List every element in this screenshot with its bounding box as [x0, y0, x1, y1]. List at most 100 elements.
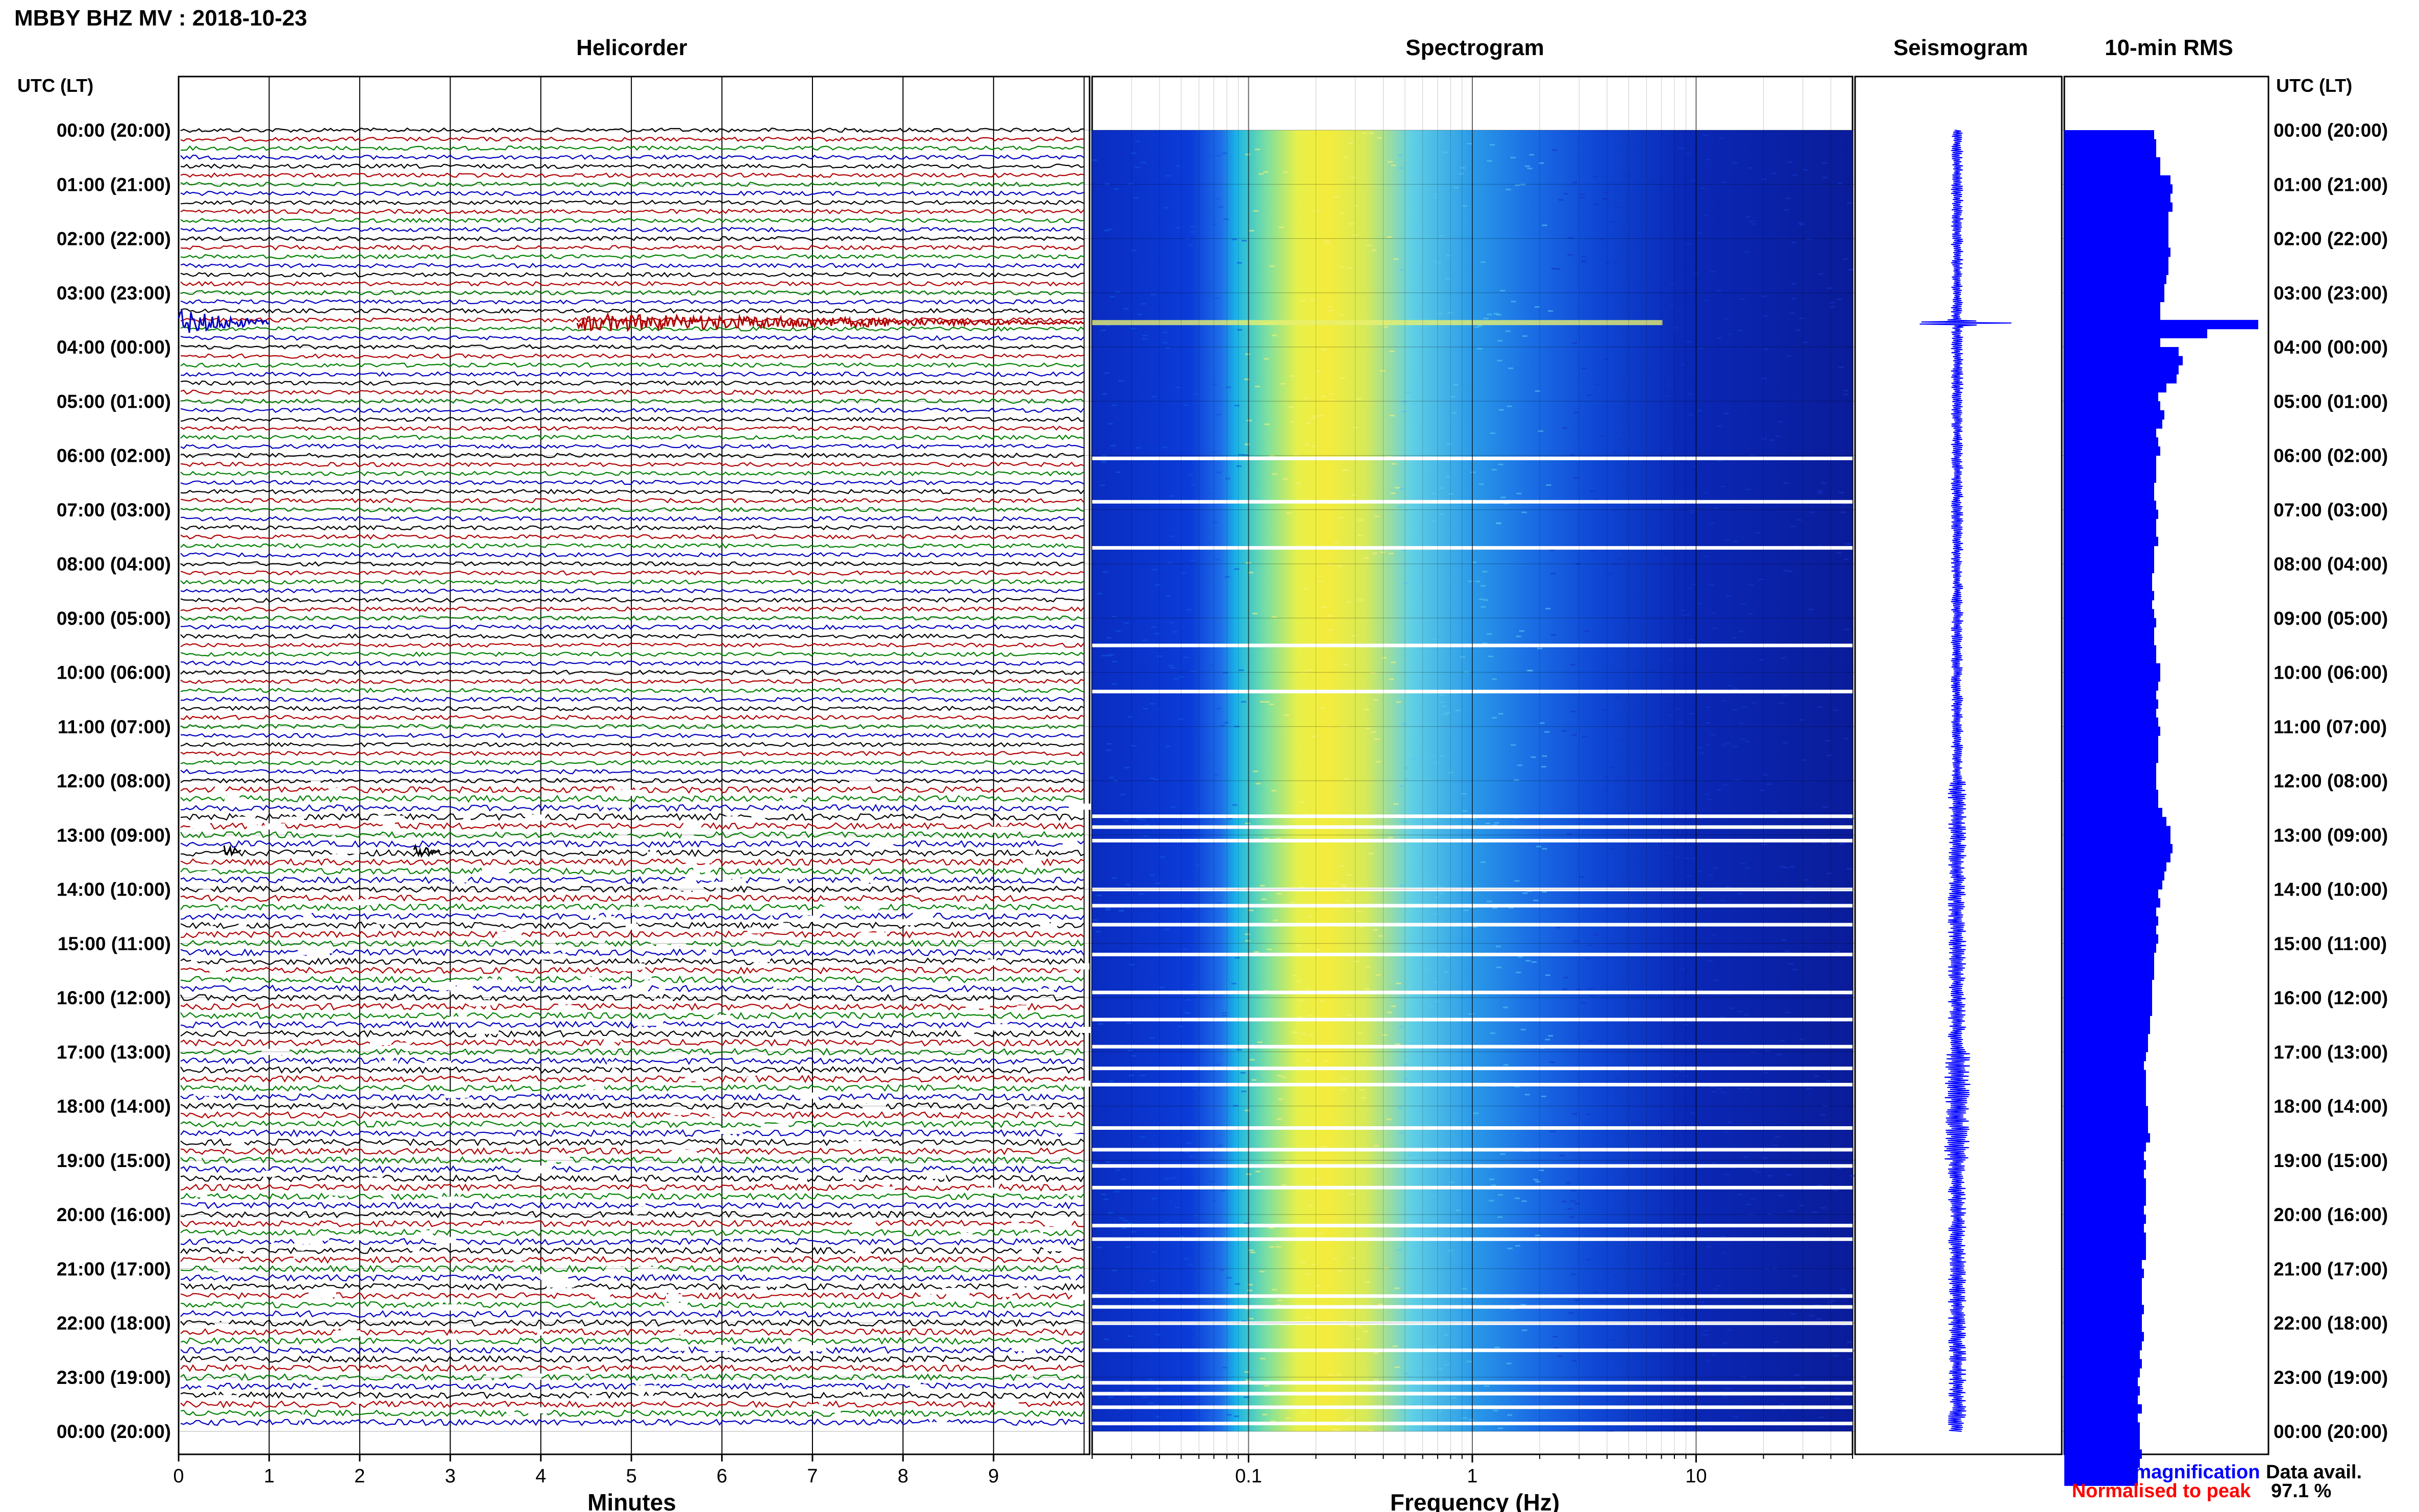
helicorder-gap [376, 918, 393, 925]
helicorder-gap [235, 816, 256, 823]
spectrogram-speck [1821, 482, 1826, 484]
spectrogram-speck [1697, 232, 1703, 234]
spectrogram-speck [1276, 1246, 1281, 1248]
spectrogram-speck [1592, 1291, 1598, 1293]
helicorder-gap [1022, 858, 1040, 865]
spectrogram-speck [1142, 639, 1148, 641]
spectrogram-speck [1403, 778, 1409, 780]
spectrogram-speck [1255, 1171, 1261, 1173]
spectrogram-speck [1165, 928, 1170, 930]
helicorder-gap [195, 1191, 208, 1198]
spectrogram-speck [1494, 1346, 1500, 1348]
helicorder-gap [622, 1117, 632, 1123]
helicorder-gap [355, 1397, 364, 1404]
helicorder-gap [581, 977, 600, 983]
helicorder-gap [745, 956, 771, 962]
spectrogram-speck [1290, 901, 1295, 903]
spectrogram-speck [1451, 412, 1457, 414]
helicorder-gap [920, 1294, 937, 1301]
spectrogram-speck [1827, 1302, 1833, 1304]
helicorder-gap [223, 1137, 244, 1144]
spectrogram-speck [1507, 405, 1512, 407]
spectrogram-speck [1703, 555, 1709, 557]
spectrogram-speck [1487, 160, 1492, 162]
rms-bar [2064, 880, 2162, 890]
spectrogram-speck [1650, 560, 1656, 562]
spectrogram-speck [1447, 312, 1453, 314]
rms-bar [2064, 1395, 2138, 1405]
spectrogram-speck [1344, 900, 1350, 902]
spectrogram-speck [1448, 772, 1453, 774]
spectrogram-speck [1578, 876, 1584, 878]
spectrogram-speck [1218, 206, 1223, 208]
helicorder-trace [180, 1111, 1084, 1120]
helicorder-tick-label: 3 [445, 1466, 456, 1487]
rms-bar [2064, 211, 2168, 221]
helicorder-gap [342, 1053, 356, 1059]
spectrogram-speck [1202, 809, 1208, 811]
helicorder-gap [677, 884, 704, 891]
spectrogram-speck [1640, 389, 1646, 391]
time-label-right: 04:00 (00:00) [2274, 337, 2388, 358]
spectrogram-speck [1700, 187, 1706, 189]
helicorder-gap [525, 814, 546, 821]
spectrogram-speck [1415, 223, 1420, 225]
spectrogram-speck [1246, 419, 1252, 422]
helicorder-gap [525, 1407, 550, 1414]
helicorder-trace [180, 876, 1084, 884]
helicorder-trace [180, 190, 1084, 196]
spectrogram-speck [1462, 1288, 1467, 1290]
spectrogram-speck [1391, 164, 1396, 166]
helicorder-gap [664, 1302, 688, 1309]
spectrogram-speck [1130, 745, 1136, 747]
spectrogram-speck [1806, 885, 1811, 887]
spectrogram-speck [1492, 824, 1498, 826]
spectrogram-speck [1292, 975, 1297, 977]
rms-bar [2064, 1359, 2142, 1369]
spectrogram-speck [1223, 722, 1229, 724]
spectrogram-speck [1272, 473, 1277, 475]
time-label-left: 13:00 (09:00) [57, 825, 171, 846]
spectrogram-speck [1169, 622, 1174, 624]
spectrogram-speck [1503, 1064, 1509, 1066]
spectrogram-speck [1571, 734, 1577, 736]
helicorder-trace [181, 804, 1084, 812]
helicorder-gap [191, 955, 211, 961]
spectrogram-speck [1475, 580, 1480, 582]
spectrogram-speck [1175, 386, 1180, 388]
spectrogram-speck [1721, 1091, 1726, 1093]
spectrogram-speck [1663, 701, 1668, 703]
spectrogram-speck [1729, 1007, 1734, 1009]
spectrogram-event [1092, 320, 1663, 326]
spectrogram-speck [1641, 638, 1646, 640]
helicorder-gap [638, 1267, 658, 1273]
spectrogram-speck [1836, 552, 1842, 554]
spectrogram-speck [1150, 1280, 1155, 1282]
spectrogram-speck [1480, 261, 1486, 263]
spectrogram-speck [1397, 1249, 1402, 1251]
spectrogram-speck [1786, 197, 1791, 200]
spectrogram-speck [1507, 1248, 1513, 1250]
spectrogram-speck [1108, 1080, 1114, 1082]
helicorder-trace [180, 1237, 1084, 1246]
spectrogram-speck [1469, 1419, 1474, 1421]
spectrogram-speck [1190, 226, 1196, 228]
helicorder-trace [180, 957, 1084, 966]
spectrogram-speck [1394, 1366, 1400, 1368]
spectrogram-speck [1204, 560, 1210, 562]
helicorder-gap [1051, 1109, 1068, 1116]
helicorder-trace [180, 1328, 1084, 1336]
spectrogram-speck [1248, 909, 1254, 911]
spectrogram-speck [1453, 384, 1459, 386]
spectrogram-speck [1419, 577, 1425, 579]
helicorder-gap [412, 1246, 420, 1252]
spectrogram-speck [1159, 856, 1165, 858]
spectrogram-speck [1436, 1410, 1442, 1412]
spectrogram-speck [1172, 631, 1178, 633]
spectrogram-speck [1667, 1325, 1672, 1327]
spectrogram-speck [1271, 616, 1277, 618]
spectrogram-speck [1673, 1284, 1679, 1286]
helicorder-trace [180, 606, 1084, 612]
spectrogram-speck [1106, 655, 1112, 657]
spectrogram-speck [1604, 776, 1610, 778]
